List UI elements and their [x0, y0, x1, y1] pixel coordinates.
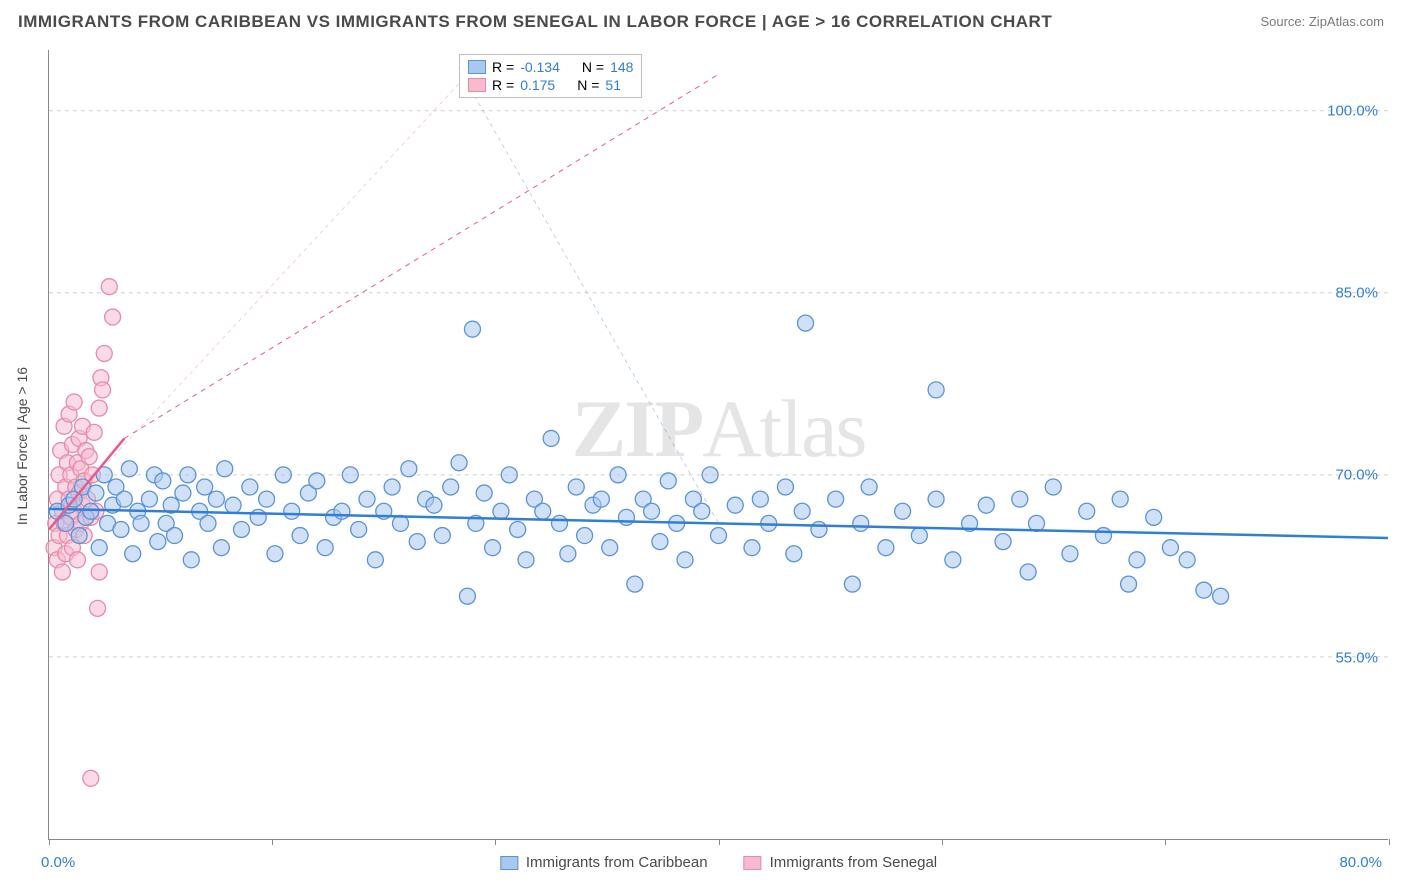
swatch-series1	[468, 60, 486, 74]
x-tick-mark	[942, 839, 943, 845]
y-tick-label: 100.0%	[1327, 102, 1378, 119]
correlation-stats-box: R = -0.134 N = 148 R = 0.175 N = 51	[459, 54, 642, 98]
legend-item-series2: Immigrants from Senegal	[744, 854, 938, 871]
y-axis-label: In Labor Force | Age > 16	[14, 367, 30, 525]
r-label: R =	[492, 59, 514, 75]
x-tick-mark	[495, 839, 496, 845]
r-value-series1: -0.134	[520, 59, 560, 75]
r-label: R =	[492, 77, 514, 93]
chart-svg	[49, 50, 1388, 839]
x-tick-mark	[49, 839, 50, 845]
r-value-series2: 0.175	[520, 77, 555, 93]
n-label: N =	[577, 77, 599, 93]
swatch-series2	[744, 856, 762, 870]
n-label: N =	[582, 59, 604, 75]
x-tick-mark	[719, 839, 720, 845]
x-tick-mark	[1165, 839, 1166, 845]
swatch-series2	[468, 78, 486, 92]
legend-label-series2: Immigrants from Senegal	[770, 854, 938, 871]
n-value-series2: 51	[605, 77, 621, 93]
n-value-series1: 148	[610, 59, 633, 75]
x-axis-max-label: 80.0%	[1339, 854, 1382, 871]
source-attribution: Source: ZipAtlas.com	[1260, 14, 1384, 29]
swatch-series1	[500, 856, 518, 870]
legend-item-series1: Immigrants from Caribbean	[500, 854, 708, 871]
x-tick-mark	[272, 839, 273, 845]
x-axis-min-label: 0.0%	[41, 854, 75, 871]
y-tick-label: 70.0%	[1335, 467, 1378, 484]
y-tick-label: 85.0%	[1335, 285, 1378, 302]
y-tick-label: 55.0%	[1335, 649, 1378, 666]
x-tick-mark	[1389, 839, 1390, 845]
plot-area: ZIPAtlas 55.0%70.0%85.0%100.0% 0.0% 80.0…	[48, 50, 1388, 840]
chart-title: IMMIGRANTS FROM CARIBBEAN VS IMMIGRANTS …	[18, 12, 1052, 32]
stats-row-series2: R = 0.175 N = 51	[468, 76, 633, 94]
legend-label-series1: Immigrants from Caribbean	[526, 854, 708, 871]
legend: Immigrants from Caribbean Immigrants fro…	[500, 854, 937, 871]
stats-row-series1: R = -0.134 N = 148	[468, 58, 633, 76]
